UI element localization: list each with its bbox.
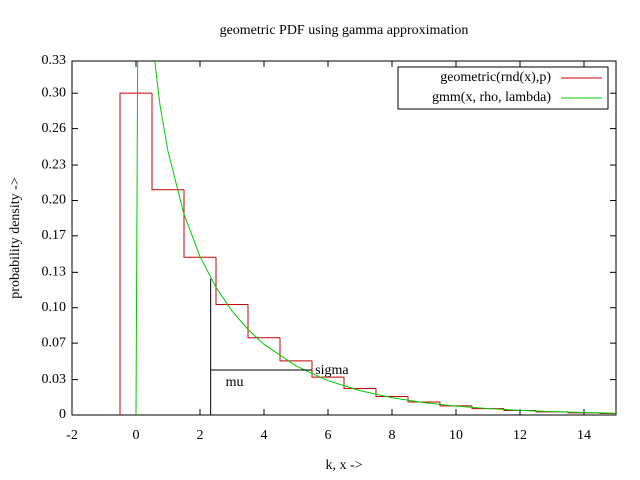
legend-label: gmm(x, rho, lambda) [432,90,551,105]
x-tick-label: 4 [261,428,268,443]
y-tick-label: 0.13 [42,265,67,280]
plot-area [119,61,616,415]
y-tick-label: 0.07 [42,335,67,350]
y-tick-label: 0.33 [42,53,67,68]
x-tick-label: 8 [389,428,396,443]
step [151,93,184,191]
legend-box [397,66,609,110]
mu-label: mu [226,375,244,390]
step [247,304,280,339]
curve [135,61,616,415]
step [439,402,472,407]
x-tick-label: 10 [449,428,463,443]
step [119,92,152,415]
x-tick-label: 6 [325,428,332,443]
chart-title: geometric PDF using gamma approximation [220,23,469,38]
y-tick-label: 0.03 [42,372,67,387]
y-tick-label: 0.17 [42,228,67,243]
plot-border [71,60,617,416]
step [343,377,376,390]
step [375,388,408,397]
y-tick-label: 0.23 [42,157,67,172]
sigma-label: sigma [315,363,349,378]
x-tick-label: 0 [133,428,140,443]
step [311,360,344,378]
legend-label: geometric(rnd(x),p) [440,70,551,85]
x-tick-label: 12 [513,428,527,443]
y-tick-label: 0.20 [42,193,67,208]
x-tick-label: 14 [577,428,591,443]
y-tick-label: 0.30 [42,85,67,100]
x-axis-label: k, x -> [325,458,362,473]
x-tick-label: 2 [197,428,204,443]
step [215,257,248,306]
y-axis-label: probability density -> [8,177,23,299]
y-tick-label: 0.10 [42,300,67,315]
x-tick-label: -2 [66,428,78,443]
step [279,337,312,362]
y-tick-label: 0 [59,407,66,422]
step [183,189,216,258]
y-tick-label: 0.26 [42,121,67,136]
step [407,396,440,403]
